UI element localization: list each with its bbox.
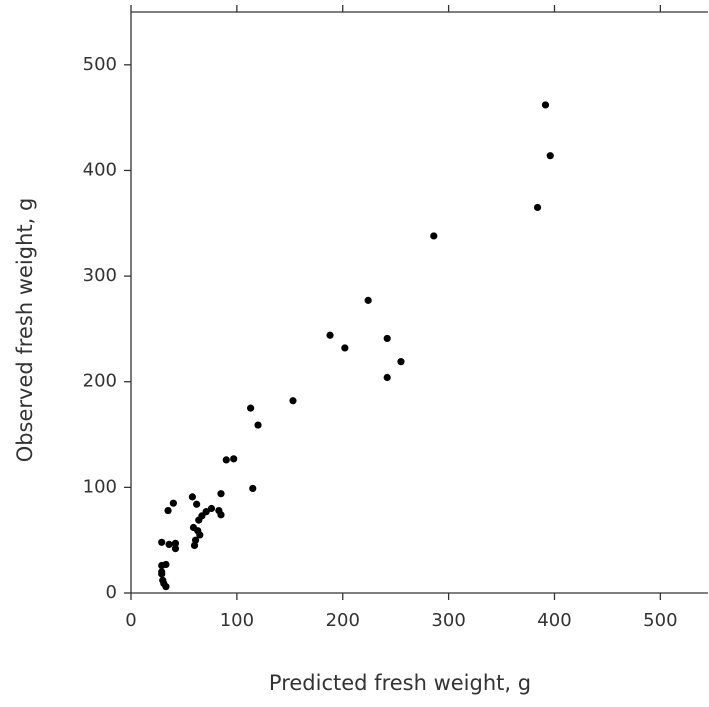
point: [158, 568, 166, 576]
y-tick-label: 500: [83, 54, 117, 75]
point: [193, 500, 201, 508]
point: [162, 583, 170, 591]
point: [541, 101, 550, 109]
x-tick-label: 100: [220, 610, 254, 631]
point: [326, 331, 334, 339]
y-tick-label: 100: [83, 476, 117, 497]
point: [230, 455, 238, 463]
point: [188, 493, 197, 501]
point: [171, 545, 180, 553]
point: [364, 296, 372, 304]
point: [249, 484, 257, 493]
point: [196, 531, 204, 539]
x-tick-label: 500: [643, 610, 677, 631]
x-tick-label: 0: [125, 610, 136, 631]
point: [164, 507, 172, 515]
point: [383, 334, 391, 343]
point: [341, 344, 349, 352]
point: [254, 421, 262, 429]
x-axis-label: Predicted fresh weight, g: [269, 671, 531, 695]
point: [195, 516, 203, 524]
point: [169, 499, 177, 507]
y-axis-label: Observed fresh weight, g: [13, 198, 37, 463]
point: [533, 203, 542, 212]
point: [289, 397, 297, 405]
point: [546, 152, 554, 160]
point: [207, 504, 216, 513]
point: [158, 561, 166, 570]
point: [217, 511, 225, 519]
y-tick-label: 300: [83, 265, 117, 286]
point: [190, 541, 199, 550]
point: [397, 358, 405, 366]
point: [171, 539, 180, 547]
point: [222, 456, 230, 464]
y-tick-label: 400: [83, 159, 117, 180]
x-tick-label: 200: [326, 610, 360, 631]
point: [158, 538, 166, 546]
point: [247, 404, 255, 412]
x-tick-label: 300: [431, 610, 465, 631]
x-tick-label: 400: [537, 610, 571, 631]
y-tick-label: 0: [106, 582, 117, 603]
point: [430, 232, 438, 240]
point: [383, 373, 391, 382]
y-tick-label: 200: [83, 371, 117, 392]
point: [217, 490, 225, 498]
point: [165, 540, 173, 549]
